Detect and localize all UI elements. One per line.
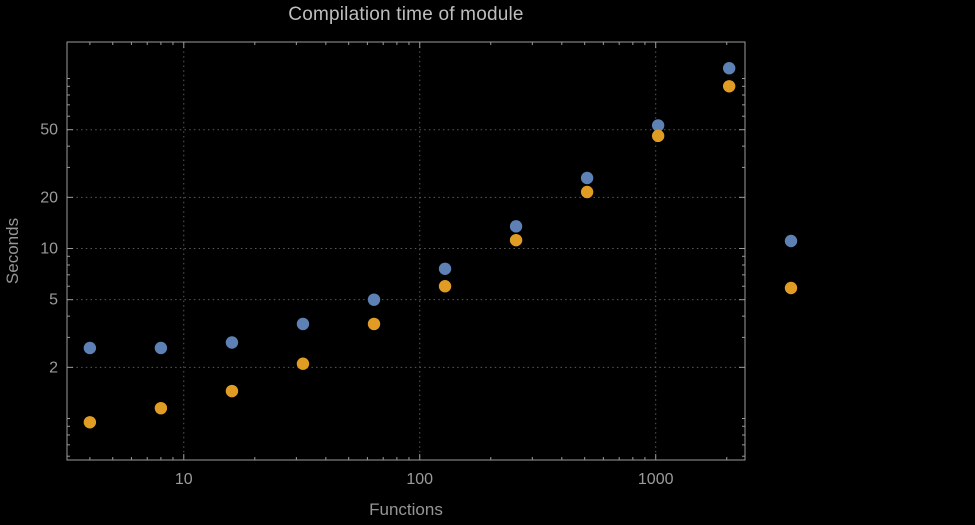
data-point-series-1-blue <box>154 341 168 355</box>
data-point-series-2-orange <box>83 416 97 429</box>
data-point-series-1-blue <box>367 293 381 306</box>
data-point-series-1-blue <box>296 317 310 331</box>
data-point-series-2-orange <box>438 280 452 293</box>
chart-title: Compilation time of module <box>288 4 524 25</box>
y-axis-label: Seconds <box>3 217 22 285</box>
data-point-series-2-orange <box>580 185 594 199</box>
data-point-series-2-orange <box>651 129 665 143</box>
y-tick-label: 10 <box>40 241 58 258</box>
legend-marker <box>784 281 798 295</box>
x-tick-label: 100 <box>406 471 433 488</box>
data-point-series-1-blue <box>509 220 523 233</box>
x-tick-label: 1000 <box>638 471 674 488</box>
legend-marker <box>784 234 798 248</box>
y-tick-label: 20 <box>40 189 58 206</box>
data-point-series-1-blue <box>651 119 665 132</box>
data-point-series-2-orange <box>296 357 310 370</box>
data-point-series-2-orange <box>154 401 168 415</box>
y-tick-label: 5 <box>49 292 58 309</box>
data-point-series-2-orange <box>225 384 239 398</box>
data-point-series-1-blue <box>83 341 97 355</box>
data-point-series-2-orange <box>509 233 523 247</box>
data-point-series-2-orange <box>367 317 381 331</box>
y-tick-label: 2 <box>49 359 58 376</box>
x-tick-label: 10 <box>175 471 193 488</box>
data-point-series-1-blue <box>438 262 452 275</box>
plot-frame <box>66 41 746 461</box>
data-point-series-1-blue <box>580 171 594 185</box>
data-point-series-1-blue <box>225 336 239 349</box>
y-tick-label: 50 <box>40 122 58 139</box>
data-point-series-1-blue <box>722 62 736 75</box>
data-point-series-2-orange <box>722 80 736 93</box>
x-axis-label: Functions <box>369 500 443 519</box>
